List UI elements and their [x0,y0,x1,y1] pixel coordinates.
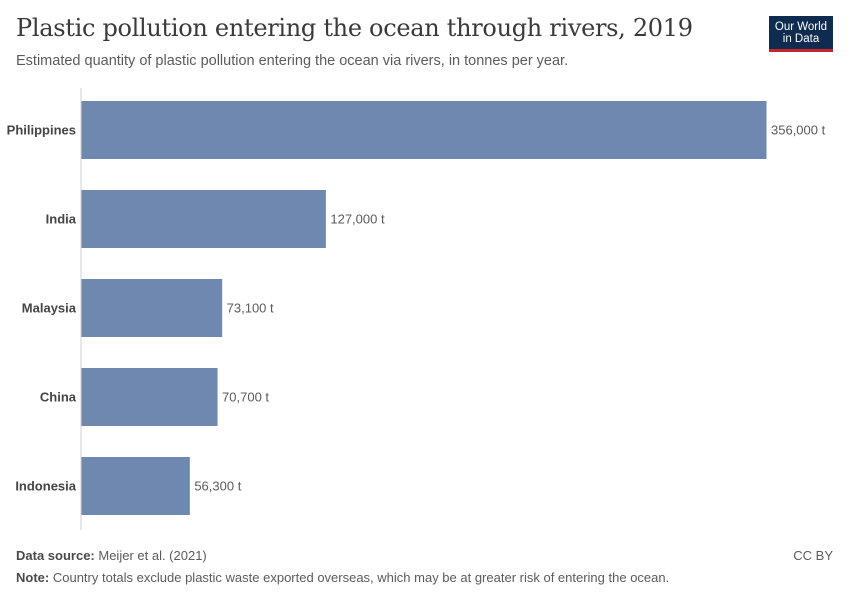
note-text: Country totals exclude plastic waste exp… [52,570,670,585]
value-label: 127,000 t [330,212,385,227]
data-source-value[interactable]: Meijer et al. (2021) [98,548,207,563]
chart-note: Note: Country totals exclude plastic was… [16,570,669,585]
category-label: Indonesia [15,479,76,494]
license-link[interactable]: CC BY [793,548,833,563]
logo-line-1: Our World [774,21,828,33]
value-label: 56,300 t [194,479,241,494]
category-label: Malaysia [22,301,77,316]
bar-india[interactable] [81,190,326,248]
note-label: Note: [16,570,50,585]
category-label: India [46,212,77,227]
data-source: Data source: Meijer et al. (2021) [16,548,207,563]
data-source-label: Data source: [16,548,95,563]
bar-malaysia[interactable] [81,279,223,337]
owid-logo[interactable]: Our World in Data [769,16,833,52]
bar-philippines[interactable] [81,101,767,159]
chart-subtitle: Estimated quantity of plastic pollution … [16,53,569,69]
chart-title: Plastic pollution entering the ocean thr… [16,14,693,42]
bar-indonesia[interactable] [81,457,190,515]
logo-line-2: in Data [782,33,820,45]
category-label: China [40,390,77,405]
value-label: 73,100 t [227,301,274,316]
bar-china[interactable] [81,368,218,426]
category-label: Philippines [7,123,76,138]
value-label: 356,000 t [771,123,826,138]
value-label: 70,700 t [222,390,269,405]
